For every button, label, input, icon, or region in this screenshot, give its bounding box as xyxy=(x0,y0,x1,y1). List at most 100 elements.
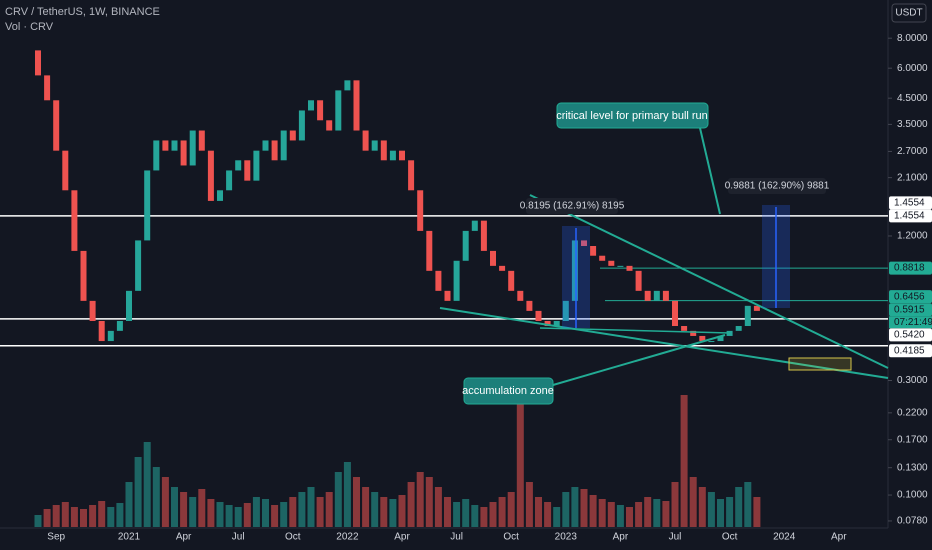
candle xyxy=(735,326,742,331)
volume-bar xyxy=(398,495,406,527)
volume-bar xyxy=(343,462,351,527)
volume-bar xyxy=(52,505,60,527)
x-tick-label: 2022 xyxy=(336,532,359,543)
x-tick-label: 2024 xyxy=(773,532,796,543)
volume-bar xyxy=(125,482,133,527)
candle xyxy=(526,300,533,311)
measure-label: 0.8195 (162.91%) 8195 xyxy=(520,201,625,212)
y-tick-label: 4.5000 xyxy=(897,93,928,104)
candle xyxy=(144,170,151,241)
candle xyxy=(298,110,305,141)
callout-box xyxy=(556,102,709,129)
volume-bar xyxy=(453,502,461,527)
chart-title: CRV / TetherUS, 1W, BINANCE xyxy=(5,6,160,18)
x-tick-label: Oct xyxy=(285,532,301,543)
volume-bar xyxy=(744,482,752,527)
candle xyxy=(699,335,706,342)
volume-bar xyxy=(243,503,251,527)
candle xyxy=(571,240,578,301)
volume-bar xyxy=(498,497,506,527)
level-label-bg xyxy=(889,261,932,275)
level-label: 0.8818 xyxy=(894,263,925,274)
candle xyxy=(226,170,233,191)
candle xyxy=(672,300,678,327)
volume-bar xyxy=(189,497,197,527)
volume-bar xyxy=(89,505,97,527)
x-tick-label: Apr xyxy=(831,532,847,543)
zone-box xyxy=(788,357,852,371)
candle xyxy=(198,130,205,151)
candle xyxy=(217,190,223,201)
level-label: 1.4554 xyxy=(894,198,925,209)
trend-line xyxy=(439,307,889,379)
volume-bar xyxy=(689,477,697,527)
x-tick-label: Jul xyxy=(232,532,245,543)
candle xyxy=(662,290,669,301)
candle xyxy=(590,246,597,256)
volume-bar xyxy=(225,505,233,527)
candle xyxy=(380,140,387,161)
candle xyxy=(335,90,342,131)
volume-bar xyxy=(316,497,324,527)
candle xyxy=(617,265,624,267)
level-label-bg xyxy=(889,196,932,210)
candle xyxy=(271,140,278,161)
x-tick-label: Oct xyxy=(722,532,738,543)
level-label: 0.4185 xyxy=(894,345,925,356)
volume-bar xyxy=(116,503,124,527)
candle xyxy=(490,250,496,266)
candle xyxy=(681,326,688,331)
level-label-bg xyxy=(889,303,932,317)
volume-bar xyxy=(480,507,488,527)
currency-button[interactable] xyxy=(891,3,927,23)
volume-bar xyxy=(262,499,269,527)
candle xyxy=(508,270,515,291)
volume-bar xyxy=(635,502,643,527)
candle xyxy=(708,341,715,343)
volume-bar xyxy=(516,380,524,527)
volume-bar xyxy=(535,497,542,527)
volume-bar xyxy=(598,499,606,527)
measure-label: 0.9881 (162.90%) 9881 xyxy=(725,181,830,192)
volume-bar xyxy=(671,482,679,527)
candle xyxy=(471,220,478,231)
callout-box xyxy=(463,377,554,405)
candle xyxy=(535,310,542,321)
candle xyxy=(153,140,160,171)
volume-bar xyxy=(662,501,670,527)
volume-bar xyxy=(489,502,497,527)
level-label: 0.5420 xyxy=(894,329,925,340)
candle xyxy=(62,150,69,191)
candle xyxy=(35,50,41,76)
volume-bar xyxy=(353,477,360,527)
candle xyxy=(653,290,660,301)
volume-bar xyxy=(616,505,624,527)
volume-bar xyxy=(180,492,188,527)
candle xyxy=(371,140,378,151)
volume-bar xyxy=(644,497,652,527)
candle xyxy=(180,140,187,166)
candle xyxy=(44,75,51,101)
candle xyxy=(553,320,560,327)
candle xyxy=(107,330,114,342)
candle xyxy=(126,290,132,321)
countdown: 07:21:49 xyxy=(894,317,932,328)
y-tick-label: 0.2200 xyxy=(897,407,928,418)
candle xyxy=(717,335,724,342)
currency-label[interactable]: USDT xyxy=(895,8,922,19)
marks xyxy=(0,50,888,527)
volume-bar xyxy=(544,502,552,527)
candle xyxy=(608,260,615,266)
volume-bar xyxy=(107,507,115,527)
volume-bar xyxy=(425,477,433,527)
candle xyxy=(280,130,287,161)
candle xyxy=(408,160,415,191)
candle xyxy=(435,270,442,291)
candle xyxy=(690,330,697,336)
candle xyxy=(253,150,260,181)
x-tick-label: Apr xyxy=(613,532,629,543)
candle xyxy=(326,120,333,131)
y-tick-label: 8.0000 xyxy=(897,33,928,44)
candle xyxy=(635,270,642,291)
candle xyxy=(235,160,242,171)
